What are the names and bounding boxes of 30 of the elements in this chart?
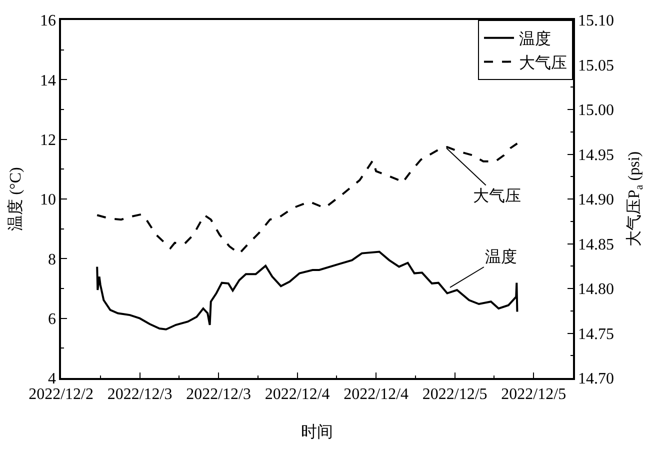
- annotation: 温度: [485, 248, 517, 266]
- y2-tick-label: 14.70: [578, 370, 614, 388]
- x-axis-title: 时间: [301, 423, 333, 442]
- x-tick-label: 2022/12/2: [28, 386, 94, 403]
- y-tick-label: 8: [48, 251, 56, 268]
- x-tick-label: 2022/12/5: [501, 386, 566, 403]
- x-tick-label: 2022/12/5: [422, 386, 488, 403]
- y2-tick-label: 14.90: [578, 192, 614, 209]
- y-axis-title: 温度 (°C): [6, 167, 24, 231]
- y2-tick-label: 14.75: [578, 326, 614, 343]
- y-tick-label: 6: [48, 310, 56, 328]
- y-tick-label: 16: [40, 12, 56, 30]
- y-tick-label: 14: [40, 72, 56, 90]
- y2-tick-label: 15.00: [578, 102, 614, 120]
- x-tick-label: 2022/12/3: [107, 386, 172, 403]
- y2-tick-label: 14.85: [578, 236, 614, 254]
- legend-label: 大气压: [519, 54, 567, 72]
- x-tick-label: 2022/12/4: [264, 386, 330, 403]
- y2-tick-label: 14.80: [578, 281, 614, 298]
- x-tick-label: 2022/12/4: [344, 386, 409, 403]
- y2-tick-label: 15.10: [578, 12, 614, 30]
- annotation: 大气压: [473, 187, 521, 205]
- y2-tick-label: 14.95: [578, 146, 614, 164]
- line-series: [96, 250, 518, 330]
- x-tick-label: 2022/12/3: [186, 386, 251, 403]
- y2-tick-label: 15.05: [578, 57, 614, 74]
- legend-label: 温度: [519, 30, 551, 48]
- y-tick-label: 10: [40, 192, 56, 209]
- y-tick-label: 12: [40, 132, 56, 149]
- y-tick-label: 4: [48, 370, 56, 388]
